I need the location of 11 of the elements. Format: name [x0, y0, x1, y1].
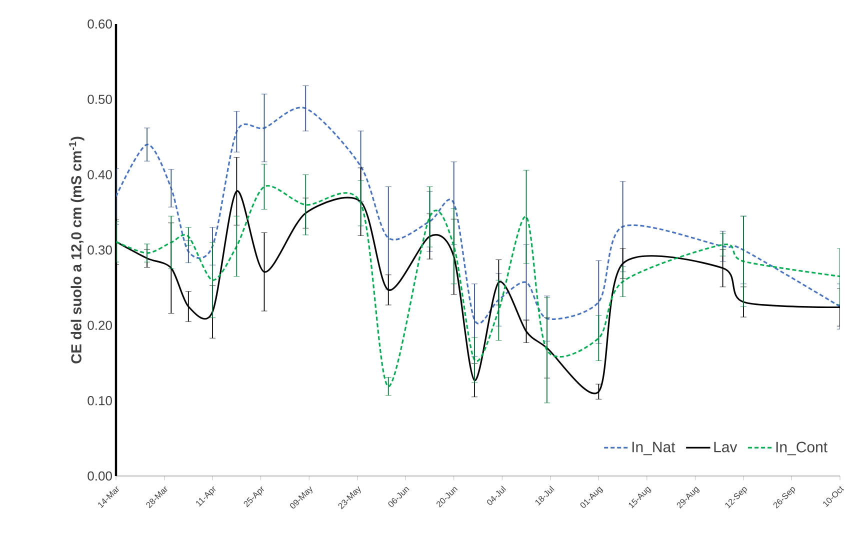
legend-label: In_Nat: [632, 442, 676, 456]
y-tick-label: 0.00: [88, 471, 112, 481]
legend-label: In_Cont: [776, 442, 828, 456]
y-tick-label: 0.60: [88, 19, 112, 29]
y-tick-label: 0.20: [88, 320, 112, 330]
y-tick-label: 0.50: [88, 94, 112, 104]
y-tick-label: 0.10: [88, 396, 112, 406]
y-tick-label: 0.40: [88, 170, 112, 180]
text: CE del suolo a 12,0 cm (mS cm$^{-1}$): [69, 136, 84, 364]
y-tick-label: 0.30: [88, 245, 112, 255]
legend-label: Lav: [714, 442, 738, 452]
